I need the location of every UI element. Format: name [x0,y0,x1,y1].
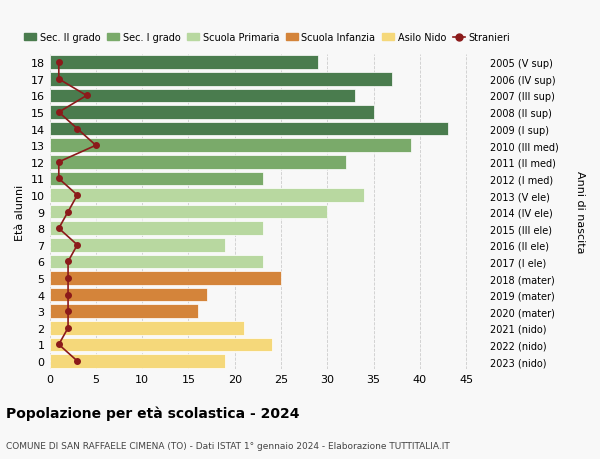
Bar [50,321,244,335]
Bar [50,338,272,352]
Bar [50,56,318,70]
Y-axis label: Età alunni: Età alunni [15,184,25,240]
Bar [50,73,392,86]
Y-axis label: Anni di nascita: Anni di nascita [575,171,585,253]
Bar [50,123,448,136]
Bar [50,90,355,103]
Bar [50,288,207,302]
Bar [50,222,263,235]
Bar [50,206,328,219]
Bar [50,354,226,368]
Bar [50,139,410,153]
Bar [50,305,197,319]
Bar [50,106,374,120]
Bar [50,156,346,169]
Bar [50,272,281,285]
Text: COMUNE DI SAN RAFFAELE CIMENA (TO) - Dati ISTAT 1° gennaio 2024 - Elaborazione T: COMUNE DI SAN RAFFAELE CIMENA (TO) - Dat… [6,441,450,450]
Bar [50,189,364,202]
Bar [50,255,263,269]
Bar [50,239,226,252]
Legend: Sec. II grado, Sec. I grado, Scuola Primaria, Scuola Infanzia, Asilo Nido, Stran: Sec. II grado, Sec. I grado, Scuola Prim… [20,29,514,47]
Text: Popolazione per età scolastica - 2024: Popolazione per età scolastica - 2024 [6,405,299,420]
Bar [50,172,263,186]
